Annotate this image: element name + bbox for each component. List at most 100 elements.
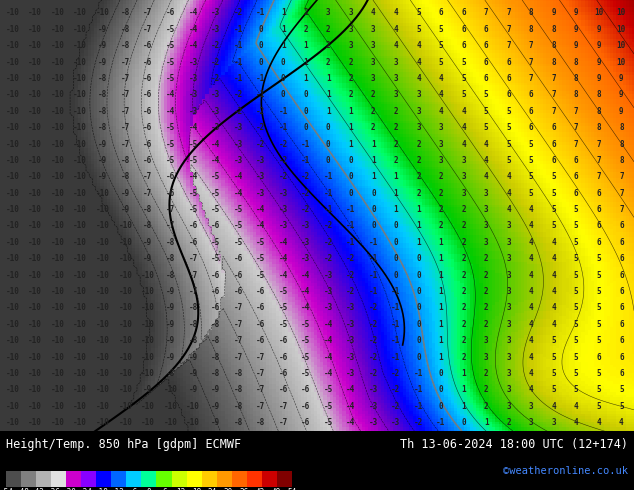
Text: -8: -8: [211, 336, 220, 345]
Text: -6: -6: [278, 369, 288, 378]
Text: -10: -10: [51, 385, 65, 394]
Text: 1: 1: [439, 320, 443, 329]
Text: -10: -10: [119, 385, 133, 394]
Text: -7: -7: [256, 385, 265, 394]
Text: -10: -10: [29, 303, 42, 313]
Text: 2: 2: [371, 107, 376, 116]
Text: -9: -9: [98, 156, 108, 165]
FancyBboxPatch shape: [202, 470, 217, 487]
Text: -4: -4: [301, 303, 311, 313]
Text: 0: 0: [371, 221, 376, 230]
Text: 3: 3: [326, 8, 330, 18]
Text: 9: 9: [619, 107, 624, 116]
Text: -4: -4: [211, 156, 220, 165]
Text: -7: -7: [120, 123, 130, 132]
Text: -10: -10: [6, 8, 20, 18]
Text: 0: 0: [394, 254, 398, 263]
Text: -5: -5: [166, 123, 175, 132]
Text: 2: 2: [461, 205, 466, 214]
Text: -2: -2: [369, 320, 378, 329]
Text: -2: -2: [323, 254, 333, 263]
Text: 1: 1: [416, 205, 421, 214]
Text: 5: 5: [484, 123, 488, 132]
Text: -10: -10: [96, 320, 110, 329]
Text: 4: 4: [439, 107, 443, 116]
Text: -8: -8: [166, 254, 175, 263]
Text: -8: -8: [98, 107, 108, 116]
Text: 1: 1: [439, 238, 443, 247]
Text: 5: 5: [574, 369, 579, 378]
Text: 6: 6: [619, 287, 624, 296]
Text: -9: -9: [166, 352, 175, 362]
Text: -10: -10: [51, 221, 65, 230]
Text: 2: 2: [349, 74, 353, 83]
Text: -10: -10: [6, 287, 20, 296]
Text: -9: -9: [211, 418, 220, 427]
FancyBboxPatch shape: [6, 470, 22, 487]
Text: 2: 2: [439, 221, 443, 230]
Text: 36: 36: [240, 488, 249, 490]
Text: -3: -3: [233, 123, 243, 132]
Text: -4: -4: [233, 189, 243, 197]
Text: -10: -10: [6, 58, 20, 67]
Text: 5: 5: [552, 189, 556, 197]
Text: 3: 3: [371, 25, 376, 34]
Text: 6: 6: [162, 488, 167, 490]
Text: -7: -7: [278, 402, 288, 411]
Text: -7: -7: [233, 352, 243, 362]
Text: 4: 4: [529, 254, 533, 263]
Text: -2: -2: [233, 8, 243, 18]
Text: 4: 4: [529, 221, 533, 230]
Text: -1: -1: [391, 352, 401, 362]
Text: 6: 6: [619, 336, 624, 345]
Text: -8: -8: [120, 41, 130, 50]
Text: 5: 5: [507, 107, 511, 116]
Text: -10: -10: [96, 270, 110, 280]
Text: 9: 9: [597, 41, 601, 50]
Text: 1: 1: [349, 107, 353, 116]
Text: -3: -3: [278, 221, 288, 230]
Text: 5: 5: [597, 320, 601, 329]
Text: -7: -7: [233, 320, 243, 329]
Text: -1: -1: [323, 172, 333, 181]
Text: 4: 4: [529, 336, 533, 345]
Text: 4: 4: [507, 189, 511, 197]
Text: 2: 2: [304, 25, 308, 34]
Text: -1: -1: [301, 156, 311, 165]
Text: 2: 2: [461, 254, 466, 263]
Text: 1: 1: [304, 58, 308, 67]
Text: -3: -3: [346, 336, 356, 345]
Text: 6: 6: [619, 320, 624, 329]
Text: -3: -3: [323, 287, 333, 296]
Text: 3: 3: [371, 74, 376, 83]
Text: 5: 5: [574, 303, 579, 313]
Text: 7: 7: [574, 140, 579, 148]
Text: -10: -10: [6, 123, 20, 132]
Text: -5: -5: [323, 385, 333, 394]
Text: -4: -4: [256, 221, 265, 230]
Text: -10: -10: [29, 189, 42, 197]
Text: -10: -10: [51, 205, 65, 214]
Text: 5: 5: [529, 189, 533, 197]
Text: 54: 54: [287, 488, 296, 490]
Text: -1: -1: [301, 140, 311, 148]
Text: -5: -5: [233, 221, 243, 230]
Text: -4: -4: [278, 270, 288, 280]
Text: -5: -5: [211, 172, 220, 181]
Text: -10: -10: [29, 25, 42, 34]
Text: -4: -4: [301, 287, 311, 296]
Text: -2: -2: [301, 189, 311, 197]
Text: 4: 4: [461, 107, 466, 116]
Text: -10: -10: [6, 41, 20, 50]
Text: -10: -10: [6, 172, 20, 181]
Text: -7: -7: [188, 254, 198, 263]
Text: -10: -10: [51, 189, 65, 197]
Text: 1: 1: [281, 8, 285, 18]
Text: -6: -6: [278, 336, 288, 345]
Text: -10: -10: [141, 303, 155, 313]
Text: 1: 1: [484, 418, 488, 427]
Text: 4: 4: [529, 303, 533, 313]
Text: -10: -10: [6, 25, 20, 34]
Text: -9: -9: [166, 336, 175, 345]
Text: 4: 4: [416, 41, 421, 50]
